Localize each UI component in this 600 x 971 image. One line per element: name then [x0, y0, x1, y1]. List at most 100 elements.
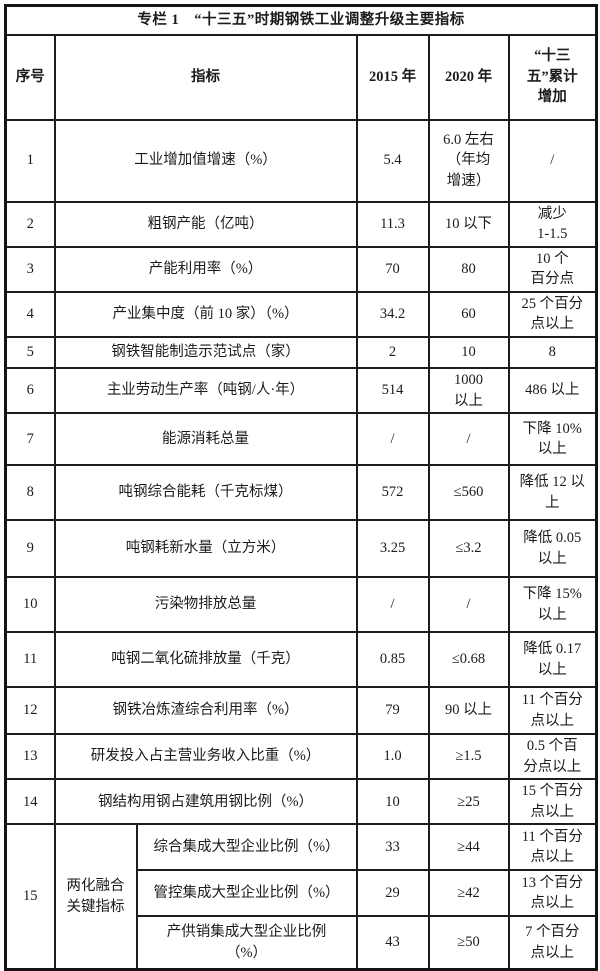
table-row: 1 工业增加值增速（%） 5.4 6.0 左右 （年均 增速） /	[4, 118, 598, 203]
indicator-cell: 主业劳动生产率（吨钢/人·年）	[53, 366, 358, 415]
row-index-cell: 7	[4, 412, 56, 467]
indicator-cell: 研发投入占主营业务收入比重（%）	[53, 733, 358, 781]
value-2015-cell: 70	[355, 245, 430, 293]
value-2020-cell: 60	[427, 290, 510, 338]
indicator-cell: 产供销集成大型企业比例 （%）	[135, 915, 358, 971]
cumulative-cell: /	[507, 118, 598, 203]
cumulative-cell: 减少 1-1.5	[507, 200, 598, 248]
value-2020-cell: /	[427, 412, 510, 467]
cumulative-cell: 13 个百分 点以上	[507, 869, 598, 918]
indicator-cell: 吨钢二氧化硫排放量（千克）	[53, 631, 358, 689]
cumulative-cell: 11 个百分 点以上	[507, 823, 598, 872]
row-index-cell: 1	[4, 118, 56, 203]
value-2020-cell: ≥25	[427, 778, 510, 826]
value-2020-cell: ≤3.2	[427, 519, 510, 579]
value-2020-cell: ≤0.68	[427, 631, 510, 689]
indicator-cell: 钢铁智能制造示范试点（家）	[53, 335, 358, 369]
table-row: 13 研发投入占主营业务收入比重（%） 1.0 ≥1.5 0.5 个百 分点以上	[4, 733, 598, 781]
value-2020-cell: ≥50	[427, 915, 510, 971]
value-2015-cell: /	[355, 576, 430, 634]
value-2020-cell: ≥44	[427, 823, 510, 872]
row-index-cell: 8	[4, 464, 56, 522]
value-2015-cell: 3.25	[355, 519, 430, 579]
table-row: 2 粗钢产能（亿吨） 11.3 10 以下 减少 1-1.5	[4, 200, 598, 248]
indicators-table: 专栏 1 “十三五”时期钢铁工业调整升级主要指标 序号 指标 2015 年 20…	[4, 4, 599, 971]
row-index-cell: 9	[4, 519, 56, 579]
value-2015-cell: 11.3	[355, 200, 430, 248]
indicator-cell: 钢结构用钢占建筑用钢比例（%）	[53, 778, 358, 826]
table-row: 3 产能利用率（%） 70 80 10 个 百分点	[4, 245, 598, 293]
col-header-2020: 2020 年	[427, 33, 510, 121]
cumulative-cell: 486 以上	[507, 366, 598, 415]
indicator-cell: 吨钢综合能耗（千克标煤）	[53, 464, 358, 522]
indicator-cell: 产业集中度（前 10 家）（%）	[53, 290, 358, 338]
table-row: 4 产业集中度（前 10 家）（%） 34.2 60 25 个百分 点以上	[4, 290, 598, 338]
indicator-cell: 钢铁冶炼渣综合利用率（%）	[53, 686, 358, 736]
row-index-cell: 15	[4, 823, 56, 971]
title-row: 专栏 1 “十三五”时期钢铁工业调整升级主要指标	[4, 4, 598, 36]
cumulative-cell: 11 个百分 点以上	[507, 686, 598, 736]
table-row: 12 钢铁冶炼渣综合利用率（%） 79 90 以上 11 个百分 点以上	[4, 686, 598, 736]
table-row: 7 能源消耗总量 / / 下降 10% 以上	[4, 412, 598, 467]
value-2015-cell: 79	[355, 686, 430, 736]
group-label-cell: 两化融合 关键指标	[53, 823, 138, 971]
cumulative-cell: 25 个百分 点以上	[507, 290, 598, 338]
row-index-cell: 5	[4, 335, 56, 369]
cumulative-cell: 降低 0.17 以上	[507, 631, 598, 689]
row-index-cell: 12	[4, 686, 56, 736]
header-row: 序号 指标 2015 年 2020 年 “十三 五”累计 增加	[4, 33, 598, 121]
value-2020-cell: 6.0 左右 （年均 增速）	[427, 118, 510, 203]
indicator-cell: 吨钢耗新水量（立方米）	[53, 519, 358, 579]
value-2020-cell: ≥1.5	[427, 733, 510, 781]
value-2020-cell: ≥42	[427, 869, 510, 918]
value-2015-cell: 10	[355, 778, 430, 826]
col-header-2015: 2015 年	[355, 33, 430, 121]
col-header-indicator: 指标	[53, 33, 358, 121]
value-2020-cell: ≤560	[427, 464, 510, 522]
value-2015-cell: 514	[355, 366, 430, 415]
cumulative-cell: 7 个百分 点以上	[507, 915, 598, 971]
table-row: 9 吨钢耗新水量（立方米） 3.25 ≤3.2 降低 0.05 以上	[4, 519, 598, 579]
row-index-cell: 13	[4, 733, 56, 781]
value-2015-cell: 34.2	[355, 290, 430, 338]
row-index-cell: 2	[4, 200, 56, 248]
indicator-cell: 产能利用率（%）	[53, 245, 358, 293]
indicator-cell: 污染物排放总量	[53, 576, 358, 634]
table-row: 产供销集成大型企业比例 （%） 43 ≥50 7 个百分 点以上	[6, 915, 598, 971]
row-index-cell: 4	[4, 290, 56, 338]
table-row: 5 钢铁智能制造示范试点（家） 2 10 8	[4, 335, 598, 369]
value-2015-cell: 5.4	[355, 118, 430, 203]
table-title: 专栏 1 “十三五”时期钢铁工业调整升级主要指标	[4, 4, 598, 36]
cumulative-cell: 降低 0.05 以上	[507, 519, 598, 579]
cumulative-cell: 降低 12 以 上	[507, 464, 598, 522]
row-index-cell: 3	[4, 245, 56, 293]
value-2015-cell: 2	[355, 335, 430, 369]
indicator-cell: 综合集成大型企业比例（%）	[135, 823, 358, 872]
value-2015-cell: /	[355, 412, 430, 467]
table-row: 14 钢结构用钢占建筑用钢比例（%） 10 ≥25 15 个百分 点以上	[4, 778, 598, 826]
cumulative-cell: 10 个 百分点	[507, 245, 598, 293]
indicator-cell: 管控集成大型企业比例（%）	[135, 869, 358, 918]
col-header-no: 序号	[4, 33, 56, 121]
table-row: 管控集成大型企业比例（%） 29 ≥42 13 个百分 点以上	[6, 869, 598, 918]
row-index-cell: 14	[4, 778, 56, 826]
value-2015-cell: 1.0	[355, 733, 430, 781]
cumulative-cell: 8	[507, 335, 598, 369]
table-row: 11 吨钢二氧化硫排放量（千克） 0.85 ≤0.68 降低 0.17 以上	[4, 631, 598, 689]
row-index-cell: 10	[4, 576, 56, 634]
cumulative-cell: 15 个百分 点以上	[507, 778, 598, 826]
col-header-cumulative: “十三 五”累计 增加	[507, 33, 598, 121]
row-index-cell: 11	[4, 631, 56, 689]
value-2020-cell: 80	[427, 245, 510, 293]
cumulative-cell: 0.5 个百 分点以上	[507, 733, 598, 781]
table-row: 15 两化融合 关键指标 综合集成大型企业比例（%） 33 ≥44 11 个百分…	[4, 823, 598, 971]
value-2015-cell: 33	[355, 823, 430, 872]
indicator-cell: 粗钢产能（亿吨）	[53, 200, 358, 248]
value-2020-cell: 10 以下	[427, 200, 510, 248]
value-2015-cell: 0.85	[355, 631, 430, 689]
table-row: 10 污染物排放总量 / / 下降 15% 以上	[4, 576, 598, 634]
value-2020-cell: 1000 以上	[427, 366, 510, 415]
cumulative-cell: 下降 15% 以上	[507, 576, 598, 634]
value-2020-cell: 90 以上	[427, 686, 510, 736]
